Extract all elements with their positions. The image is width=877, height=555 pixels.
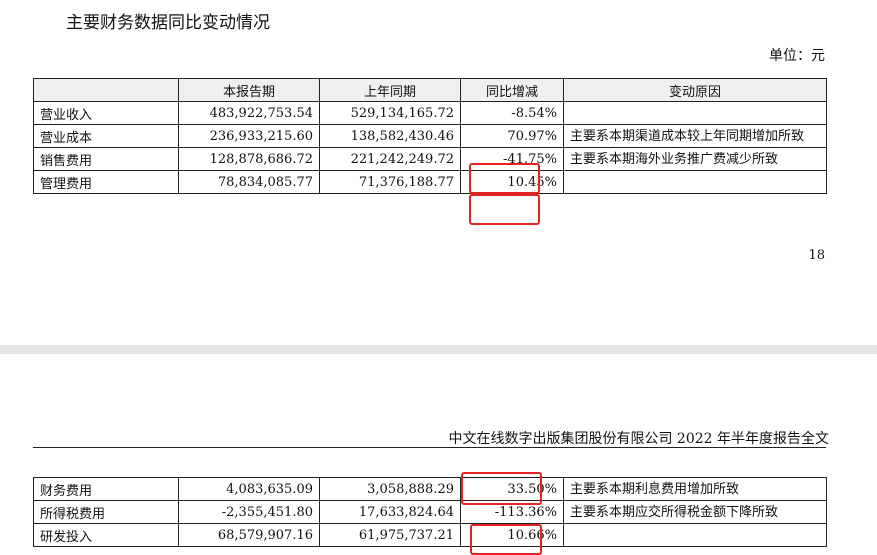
row-item: 财务费用 (33, 477, 179, 501)
section-title: 主要财务数据同比变动情况 (66, 13, 270, 33)
highlight-box-finance-expense-change (461, 472, 542, 505)
financial-change-table: 本报告期 上年同期 同比增减 变动原因 营业收入 483,922,753.54 … (33, 78, 827, 194)
prior-value: 221,242,249.72 (319, 147, 461, 171)
table-row: 所得税费用 -2,355,451.80 17,633,824.64 -113.3… (33, 500, 827, 524)
change-reason: 主要系本期应交所得税金额下降所致 (563, 500, 827, 524)
change-reason (563, 170, 827, 194)
table-row: 营业成本 236,933,215.60 138,582,430.46 70.97… (33, 124, 827, 148)
header-prior-period: 上年同期 (319, 78, 461, 102)
row-item: 所得税费用 (33, 500, 179, 524)
header-item (33, 78, 179, 102)
prior-value: 529,134,165.72 (319, 101, 461, 125)
prior-value: 61,975,737.21 (319, 523, 461, 547)
header-change-reason: 变动原因 (563, 78, 827, 102)
change-value: 70.97% (460, 124, 564, 148)
table-row: 营业收入 483,922,753.54 529,134,165.72 -8.54… (33, 101, 827, 125)
row-item: 管理费用 (33, 170, 179, 194)
change-value: -8.54% (460, 101, 564, 125)
row-item: 营业成本 (33, 124, 179, 148)
change-reason: 主要系本期渠道成本较上年同期增加所致 (563, 124, 827, 148)
row-item: 销售费用 (33, 147, 179, 171)
current-value: -2,355,451.80 (178, 500, 320, 524)
financial-change-table-continued: 财务费用 4,083,635.09 3,058,888.29 33.50% 主要… (33, 477, 827, 547)
current-value: 4,083,635.09 (178, 477, 320, 501)
current-value: 128,878,686.72 (178, 147, 320, 171)
prior-value: 71,376,188.77 (319, 170, 461, 194)
header-yoy-change: 同比增减 (460, 78, 564, 102)
highlight-box-admin-expense-change (469, 194, 540, 225)
row-item: 营业收入 (33, 101, 179, 125)
table-row: 管理费用 78,834,085.77 71,376,188.77 10.45% (33, 170, 827, 194)
change-reason (563, 101, 827, 125)
page-number: 18 (808, 248, 825, 263)
table-header-row: 本报告期 上年同期 同比增减 变动原因 (33, 78, 827, 102)
change-value: 10.45% (460, 170, 564, 194)
current-value: 68,579,907.16 (178, 523, 320, 547)
highlight-box-rnd-investment-change (470, 524, 542, 555)
header-rule (33, 447, 826, 448)
change-reason: 主要系本期利息费用增加所致 (563, 477, 827, 501)
page-break (0, 345, 877, 354)
current-value: 78,834,085.77 (178, 170, 320, 194)
prior-value: 3,058,888.29 (319, 477, 461, 501)
table-row: 财务费用 4,083,635.09 3,058,888.29 33.50% 主要… (33, 477, 827, 501)
running-header: 中文在线数字出版集团股份有限公司 2022 年半年度报告全文 (448, 431, 829, 447)
table-row: 研发投入 68,579,907.16 61,975,737.21 10.66% (33, 523, 827, 547)
row-item: 研发投入 (33, 523, 179, 547)
table-row: 销售费用 128,878,686.72 221,242,249.72 -41.7… (33, 147, 827, 171)
unit-label: 单位：元 (769, 48, 825, 64)
prior-value: 138,582,430.46 (319, 124, 461, 148)
change-reason (563, 523, 827, 547)
change-value: -41.75% (460, 147, 564, 171)
current-value: 483,922,753.54 (178, 101, 320, 125)
prior-value: 17,633,824.64 (319, 500, 461, 524)
change-reason: 主要系本期海外业务推广费减少所致 (563, 147, 827, 171)
header-current-period: 本报告期 (178, 78, 320, 102)
current-value: 236,933,215.60 (178, 124, 320, 148)
highlight-box-sales-expense-change (469, 163, 540, 194)
